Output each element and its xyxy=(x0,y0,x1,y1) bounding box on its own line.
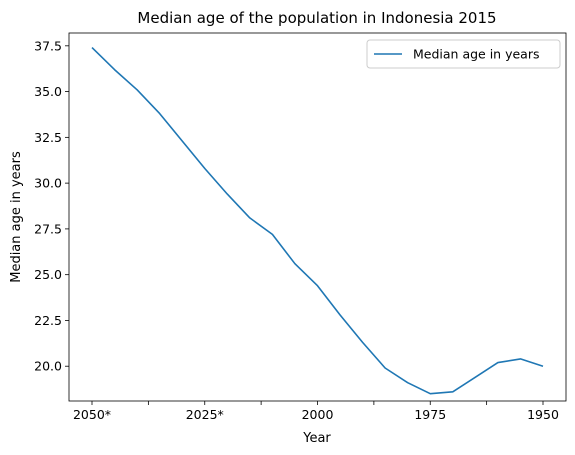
y-tick-label: 27.5 xyxy=(34,221,62,236)
y-tick-label: 22.5 xyxy=(34,313,62,328)
plot-area-frame xyxy=(68,32,567,402)
x-tick-label: 2025* xyxy=(186,407,224,422)
y-axis-label: Median age in years xyxy=(9,151,24,283)
chart-title: Median age of the population in Indonesi… xyxy=(137,9,496,27)
x-axis-ticks: 2050* 2025* 2000 1975 1950 xyxy=(73,401,559,422)
x-tick-label: 1950 xyxy=(527,407,559,422)
x-tick-label: 2000 xyxy=(302,407,334,422)
y-tick-label: 20.0 xyxy=(34,359,62,374)
series-line xyxy=(91,47,544,395)
legend-label: Median age in years xyxy=(413,47,539,62)
series-layer xyxy=(91,47,544,395)
y-tick-label: 32.5 xyxy=(34,130,62,145)
y-tick-label: 35.0 xyxy=(34,84,62,99)
y-tick-label: 30.0 xyxy=(34,176,62,191)
x-tick-label: 1975 xyxy=(414,407,446,422)
y-axis-ticks: 20.0 22.5 25.0 27.5 30.0 32.5 35.0 37.5 xyxy=(34,38,69,374)
y-tick-label: 37.5 xyxy=(34,38,62,53)
x-tick-label: 2050* xyxy=(73,407,111,422)
y-tick-label: 25.0 xyxy=(34,267,62,282)
x-axis-label: Year xyxy=(302,431,331,446)
legend-box xyxy=(366,39,561,69)
legend: Median age in years xyxy=(366,39,561,69)
